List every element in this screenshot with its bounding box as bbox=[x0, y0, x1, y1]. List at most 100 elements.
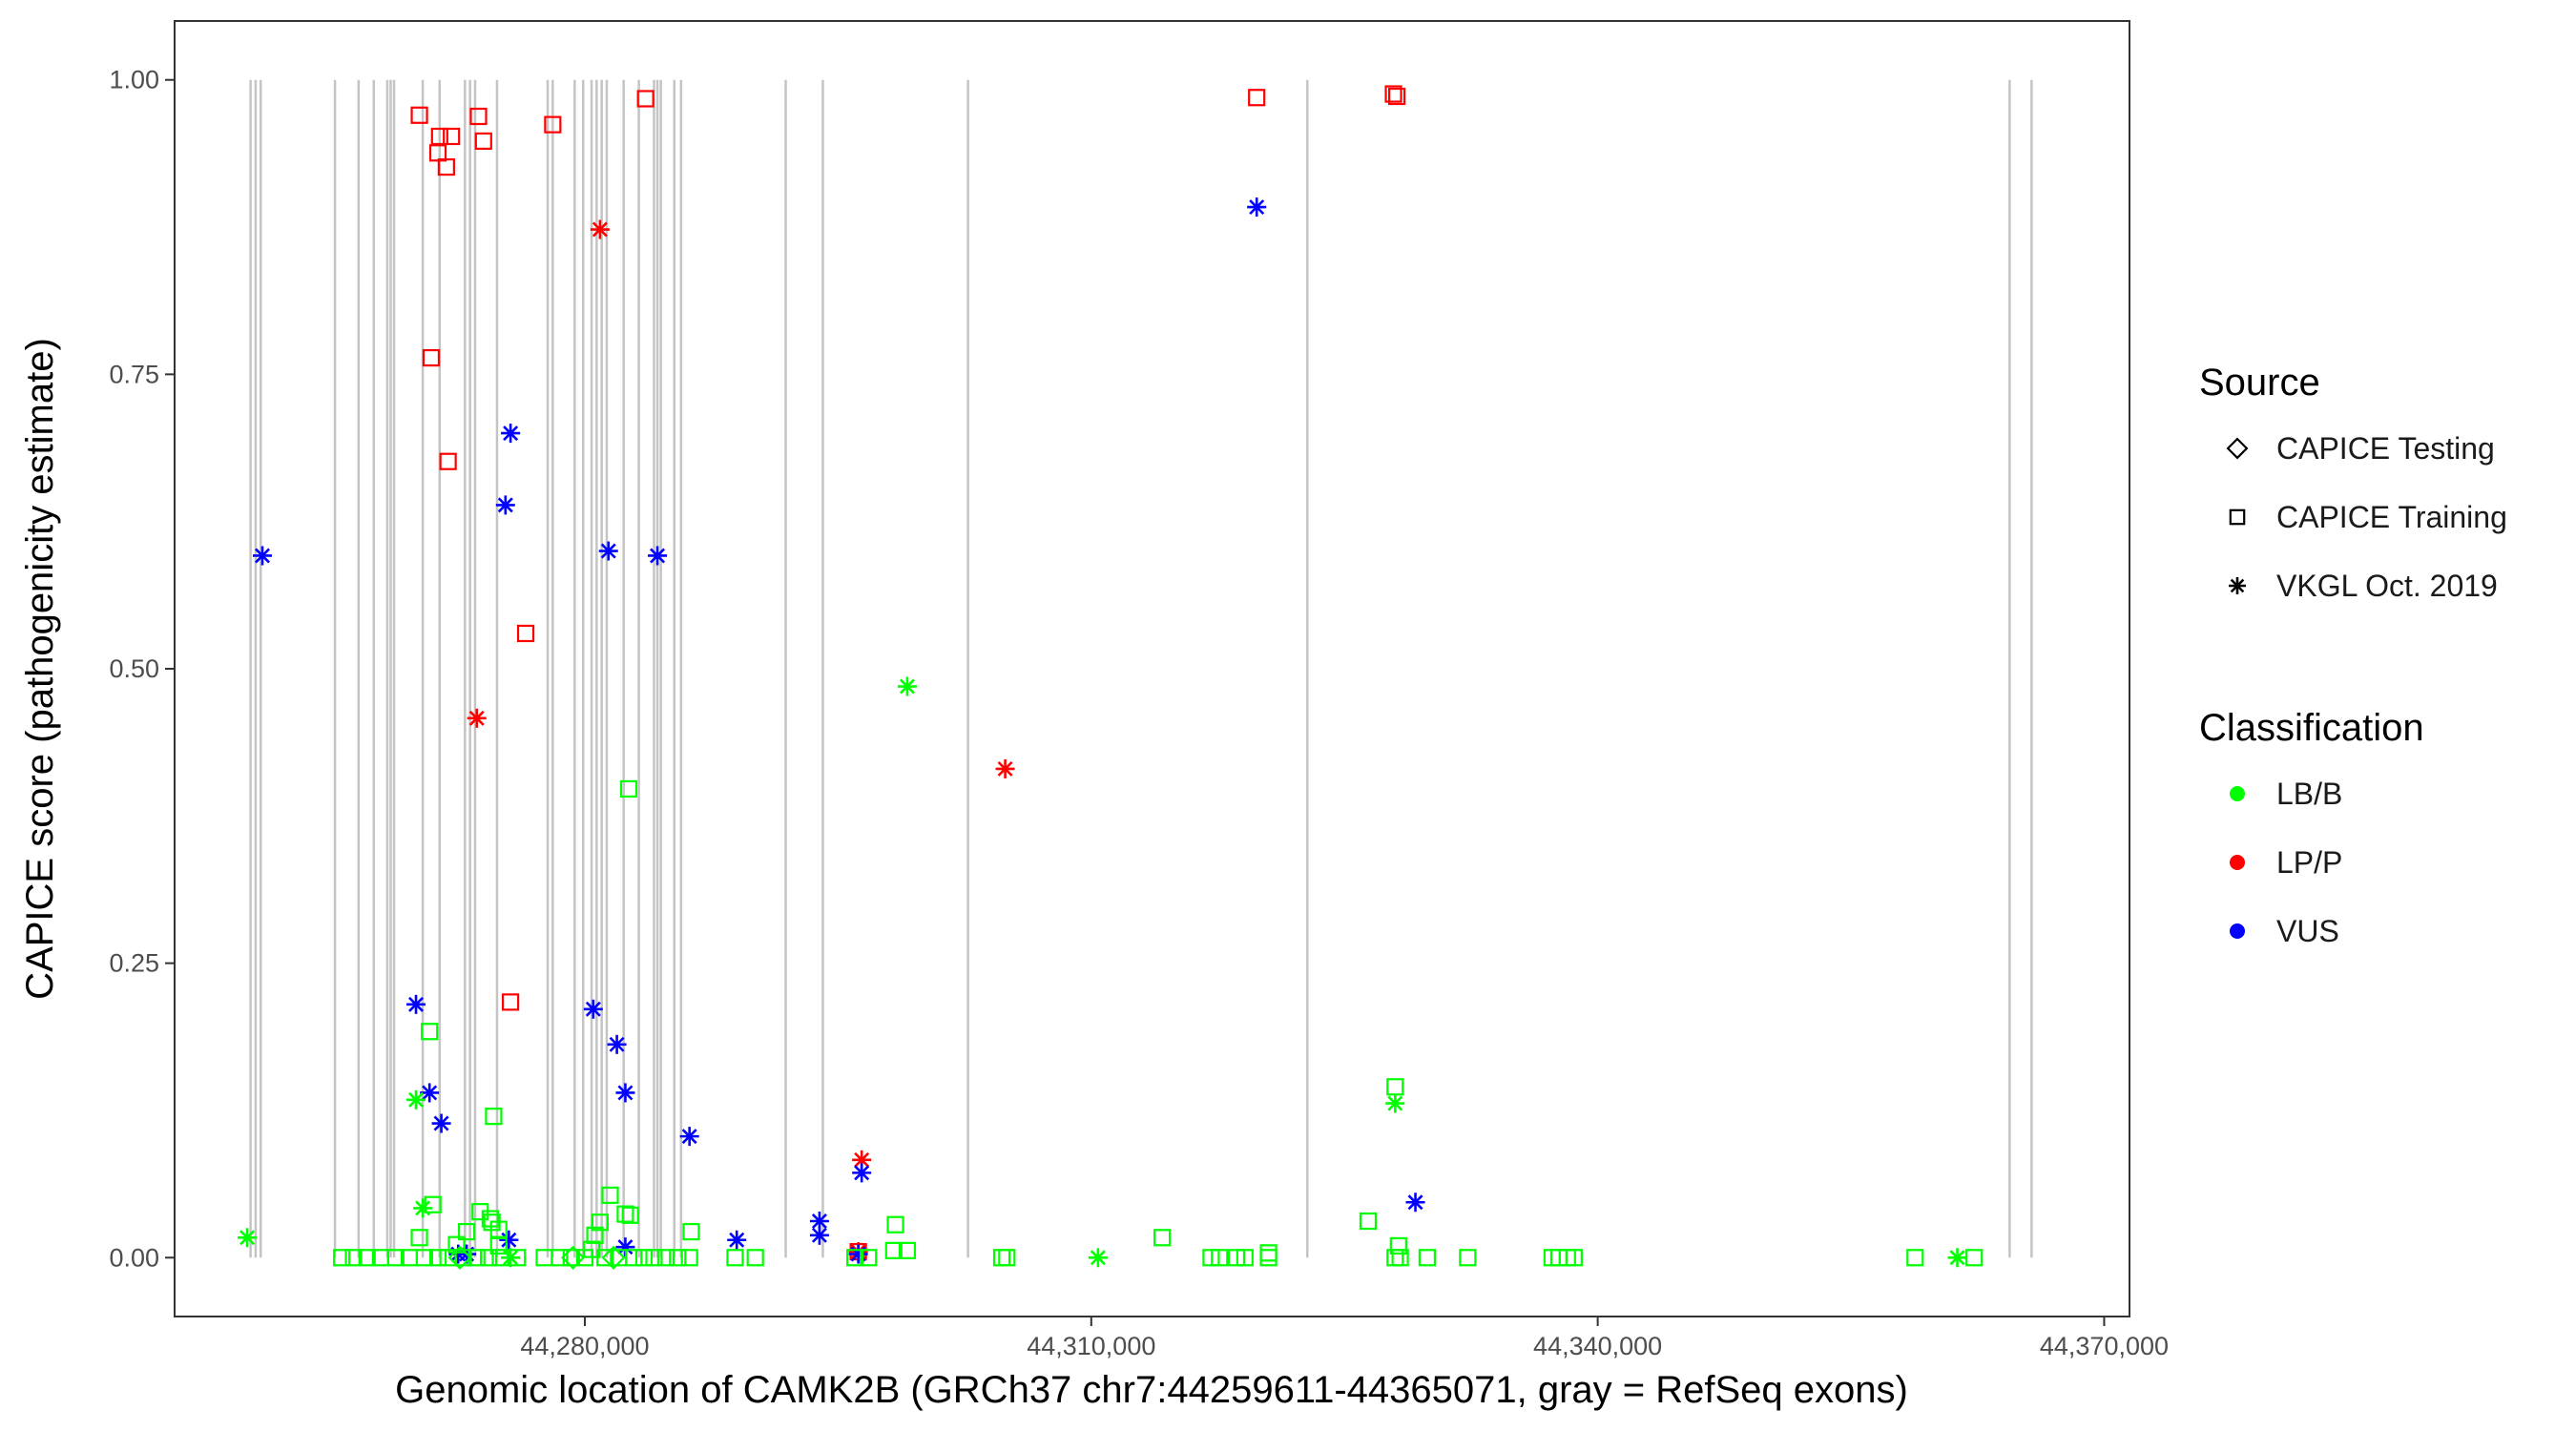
point-lbb-square bbox=[1153, 1229, 1172, 1247]
point-lbb-asterisk bbox=[1385, 1093, 1405, 1113]
point-lbb-square bbox=[619, 779, 638, 798]
point-lbb-square bbox=[344, 1249, 363, 1267]
point-lpp-asterisk bbox=[995, 758, 1015, 778]
point-lpp-square bbox=[439, 452, 457, 470]
point-lpp-square bbox=[443, 127, 461, 146]
point-lbb-square bbox=[616, 1205, 634, 1223]
point-lbb-square bbox=[621, 1206, 639, 1224]
x-tick-label: 44,370,000 bbox=[2040, 1332, 2169, 1360]
point-vus-asterisk bbox=[406, 994, 426, 1014]
y-tick-label: 0.75 bbox=[109, 360, 159, 388]
point-lbb-square bbox=[682, 1223, 700, 1241]
point-vus-asterisk bbox=[1405, 1192, 1425, 1213]
point-vus-asterisk bbox=[809, 1225, 829, 1245]
point-lpp-square bbox=[410, 106, 428, 124]
point-lbb-square bbox=[535, 1249, 553, 1267]
legend-source-label: VKGL Oct. 2019 bbox=[2276, 569, 2498, 603]
point-lpp-square bbox=[502, 993, 520, 1011]
point-vus-asterisk bbox=[501, 424, 521, 444]
point-lbb-square bbox=[1906, 1249, 1924, 1267]
point-lbb-square bbox=[410, 1229, 428, 1247]
legend-source-title: Source bbox=[2199, 362, 2320, 404]
point-lbb-square bbox=[680, 1249, 698, 1267]
point-lbb-diamond bbox=[561, 1245, 586, 1270]
point-lpp-square bbox=[636, 90, 654, 108]
point-lbb-square bbox=[1391, 1249, 1409, 1267]
point-lbb-square bbox=[415, 1249, 433, 1267]
point-lbb-square bbox=[386, 1249, 405, 1267]
point-lbb-asterisk bbox=[238, 1228, 258, 1248]
plot-panel-border bbox=[174, 20, 2130, 1317]
point-lbb-square bbox=[1259, 1244, 1278, 1262]
point-lbb-square bbox=[575, 1249, 594, 1267]
y-axis: 0.00 0.25 0.50 0.75 1.00 bbox=[109, 66, 175, 1272]
point-lbb-square bbox=[424, 1195, 442, 1213]
point-vus-asterisk bbox=[495, 495, 515, 515]
point-lbb-square bbox=[1259, 1249, 1278, 1267]
point-lbb-square bbox=[596, 1249, 614, 1267]
point-lpp-square bbox=[1384, 85, 1402, 103]
point-vus-asterisk bbox=[1247, 197, 1267, 218]
point-lbb-square bbox=[992, 1249, 1011, 1267]
point-lbb-diamond bbox=[447, 1245, 472, 1270]
y-tick-label: 0.25 bbox=[109, 949, 159, 978]
legend: Source Classification CAPICE Testing CAPI… bbox=[2199, 362, 2507, 948]
x-tick-label: 44,340,000 bbox=[1533, 1332, 1662, 1360]
point-lpp-asterisk bbox=[467, 708, 487, 728]
point-lpp-square bbox=[422, 348, 441, 367]
point-lbb-square bbox=[625, 1249, 643, 1267]
point-lbb-square bbox=[669, 1249, 687, 1267]
point-vus-asterisk bbox=[607, 1034, 627, 1054]
point-lbb-square bbox=[1386, 1249, 1404, 1267]
point-vus-asterisk bbox=[420, 1083, 440, 1103]
point-lbb-square bbox=[845, 1249, 864, 1267]
point-lbb-square bbox=[358, 1249, 376, 1267]
point-lbb-square bbox=[509, 1249, 527, 1267]
legend-square-key bbox=[2229, 508, 2246, 526]
x-tick-label: 44,310,000 bbox=[1027, 1332, 1155, 1360]
legend-asterisk-key bbox=[2229, 577, 2246, 594]
point-lbb-square bbox=[489, 1236, 508, 1255]
point-lpp-square bbox=[516, 624, 535, 643]
point-lpp-square bbox=[469, 107, 488, 126]
point-lpp-square bbox=[1387, 87, 1406, 106]
point-lbb-asterisk bbox=[897, 676, 917, 696]
y-axis-title: CAPICE score (pathogenicity estimate) bbox=[19, 338, 61, 1000]
legend-source-label: CAPICE Training bbox=[2276, 500, 2507, 534]
point-lpp-square bbox=[430, 127, 448, 146]
point-lbb-square bbox=[1386, 1078, 1404, 1096]
point-vus-asterisk bbox=[499, 1230, 519, 1250]
point-lbb-square bbox=[1418, 1249, 1437, 1267]
point-lbb-square bbox=[333, 1249, 351, 1267]
point-lpp-asterisk bbox=[590, 219, 610, 239]
point-vus-asterisk bbox=[253, 546, 273, 566]
legend-classification-label: VUS bbox=[2276, 914, 2339, 948]
point-vus-asterisk bbox=[648, 546, 668, 566]
point-lbb-square bbox=[645, 1249, 663, 1267]
y-tick-label: 0.00 bbox=[109, 1243, 159, 1272]
point-lbb-square bbox=[428, 1249, 447, 1267]
point-lbb-square bbox=[485, 1108, 503, 1126]
point-lbb-square bbox=[726, 1249, 744, 1267]
point-lbb-square bbox=[1389, 1236, 1407, 1255]
x-axis-title: Genomic location of CAMK2B (GRCh37 chr7:… bbox=[395, 1369, 1908, 1411]
point-lbb-asterisk bbox=[1947, 1248, 1967, 1268]
point-lbb-asterisk bbox=[1088, 1248, 1108, 1268]
x-tick-label: 44,280,000 bbox=[520, 1332, 649, 1360]
legend-classification-label: LP/P bbox=[2276, 845, 2342, 880]
point-lbb-square bbox=[1565, 1249, 1583, 1267]
point-vus-asterisk bbox=[583, 999, 603, 1019]
point-lbb-asterisk bbox=[413, 1198, 433, 1218]
y-tick-label: 1.00 bbox=[109, 66, 159, 94]
legend-source-label: CAPICE Testing bbox=[2276, 431, 2495, 466]
x-axis: 44,280,000 44,310,000 44,340,000 44,370,000 bbox=[520, 1317, 2169, 1360]
legend-classification-title: Classification bbox=[2199, 707, 2424, 749]
point-lbb-square bbox=[884, 1241, 903, 1259]
point-lpp-square bbox=[544, 115, 562, 134]
point-lpp-square bbox=[1248, 89, 1266, 107]
point-vus-asterisk bbox=[848, 1244, 868, 1264]
point-lbb-square bbox=[489, 1220, 508, 1238]
legend-classification-label: LB/B bbox=[2276, 777, 2342, 811]
point-lbb-square bbox=[886, 1215, 904, 1234]
